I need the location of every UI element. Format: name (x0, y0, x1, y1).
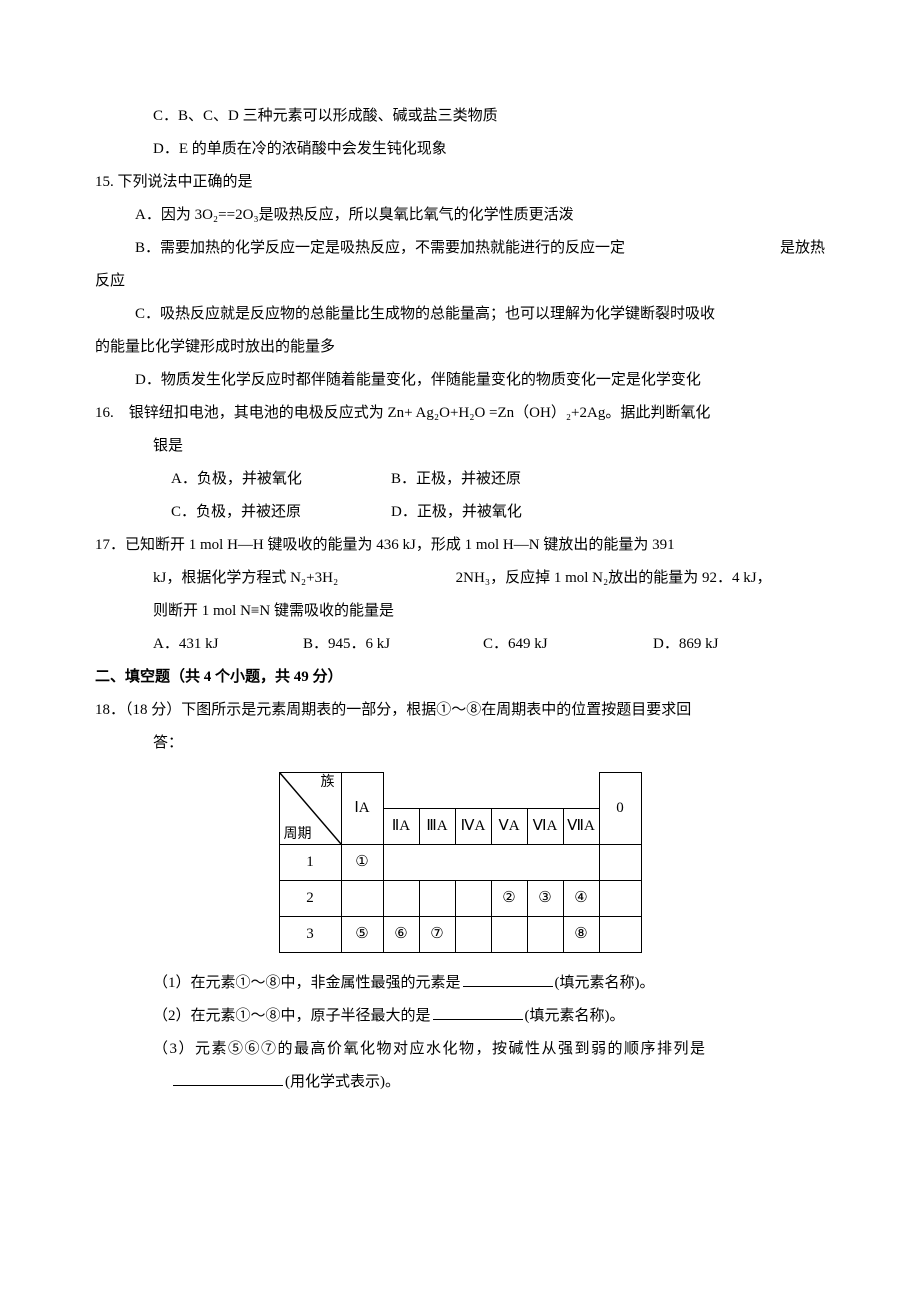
q15-option-b-part1: B．需要加热的化学反应一定是吸热反应，不需要加热就能进行的反应一定 (135, 232, 625, 265)
periodic-table: 族 周期 ⅠA 0 ⅡA ⅢA ⅣA ⅤA ⅥA ⅦA 1 ① 2 (279, 772, 642, 953)
cell-2-0 (599, 881, 641, 917)
cell-1-0 (599, 845, 641, 881)
q15-option-d: D．物质发生化学反应时都伴随着能量变化，伴随能量变化的物质变化一定是化学变化 (95, 364, 825, 397)
cell-3-VA (491, 917, 527, 953)
cell-2-VA: ② (491, 881, 527, 917)
spacer-top (383, 773, 599, 809)
group-VIA: ⅥA (527, 809, 563, 845)
table-row: 2 ② ③ ④ (279, 881, 641, 917)
q18-sub2: （2）在元素①～⑧中，原子半径最大的是 (填元素名称)。 (95, 1000, 825, 1033)
q15-option-b-row: B．需要加热的化学反应一定是吸热反应，不需要加热就能进行的反应一定 是放热 (95, 232, 825, 265)
group-IVA: ⅣA (455, 809, 491, 845)
cell-2-IA (341, 881, 383, 917)
cell-2-VIA: ③ (527, 881, 563, 917)
cell-2-VIIA: ④ (563, 881, 599, 917)
q16-option-d: D．正极，并被氧化 (391, 496, 522, 529)
q18-sub3-l2: (用化学式表示)。 (95, 1066, 825, 1099)
q18-sub1-tail: (填元素名称)。 (555, 975, 655, 991)
cell-2-IIIA (419, 881, 455, 917)
cell-2-IVA (455, 881, 491, 917)
table-row: 1 ① (279, 845, 641, 881)
q18-sub3-l1: （3）元素⑤⑥⑦的最高价氧化物对应水化物，按碱性从强到弱的顺序排列是 (95, 1033, 825, 1066)
q17-option-a: A．431 kJ (153, 628, 303, 661)
q16-option-a: A．负极，并被氧化 (171, 463, 391, 496)
cell-2-IIA (383, 881, 419, 917)
q16-stem-l2: 银是 (95, 430, 825, 463)
q15-option-b-line2: 反应 (95, 265, 825, 298)
cell-1-IA: ① (341, 845, 383, 881)
periodic-table-fragment: 族 周期 ⅠA 0 ⅡA ⅢA ⅣA ⅤA ⅥA ⅦA 1 ① 2 (95, 772, 825, 953)
q15-option-b-part2: 是放热 (780, 232, 825, 265)
table-row: 3 ⑤ ⑥ ⑦ ⑧ (279, 917, 641, 953)
q17-option-c: C．649 kJ (483, 628, 653, 661)
q18-sub1-text: （1）在元素①～⑧中，非金属性最强的元素是 (153, 975, 461, 991)
cell-3-IVA (455, 917, 491, 953)
group-VIIA: ⅦA (563, 809, 599, 845)
q15-option-c-line1: C．吸热反应就是反应物的总能量比生成物的总能量高；也可以理解为化学键断裂时吸收 (95, 298, 825, 331)
q18-sub2-tail: (填元素名称)。 (525, 1008, 625, 1024)
group-IIA: ⅡA (383, 809, 419, 845)
q16-options-row1: A．负极，并被氧化 B．正极，并被还原 (95, 463, 825, 496)
group-VA: ⅤA (491, 809, 527, 845)
q15-stem: 15. 下列说法中正确的是 (95, 166, 825, 199)
group-IA: ⅠA (341, 773, 383, 845)
q14-option-c: C．B、C、D 三种元素可以形成酸、碱或盐三类物质 (95, 100, 825, 133)
q15-option-c-line2: 的能量比化学键形成时放出的能量多 (95, 331, 825, 364)
section2-header: 二、填空题（共 4 个小题，共 49 分） (95, 661, 825, 694)
q18-sub1: （1）在元素①～⑧中，非金属性最强的元素是 (填元素名称)。 (95, 967, 825, 1000)
corner-top-label: 族 (321, 775, 335, 790)
q16-options-row2: C．负极，并被还原 D．正极，并被氧化 (95, 496, 825, 529)
q18-sub2-text: （2）在元素①～⑧中，原子半径最大的是 (153, 1008, 431, 1024)
cell-3-VIIA: ⑧ (563, 917, 599, 953)
q17-l3: 则断开 1 mol N≡N 键需吸收的能量是 (95, 595, 825, 628)
q17-options: A．431 kJ B．945．6 kJ C．649 kJ D．869 kJ (95, 628, 825, 661)
q17-l2: kJ，根据化学方程式 N₂+3H₂ 2NH₃，反应掉 1 mol N₂放出的能量… (95, 562, 825, 595)
q17-l2-b: 2NH₃，反应掉 1 mol N₂放出的能量为 92．4 kJ， (456, 570, 772, 586)
q16-stem-l1: 16. 银锌纽扣电池，其电池的电极反应式为 Zn+ Ag₂O+H₂O =Zn（O… (95, 397, 825, 430)
q17-option-b: B．945．6 kJ (303, 628, 483, 661)
blank-input[interactable] (463, 972, 553, 987)
period-1-label: 1 (279, 845, 341, 881)
period-3-label: 3 (279, 917, 341, 953)
q17-l1: 17．已知断开 1 mol H—H 键吸收的能量为 436 kJ，形成 1 mo… (95, 529, 825, 562)
cell-3-IA: ⑤ (341, 917, 383, 953)
blank-input[interactable] (433, 1005, 523, 1020)
group-0: 0 (599, 773, 641, 845)
cell-3-IIA: ⑥ (383, 917, 419, 953)
q14-option-d: D．E 的单质在冷的浓硝酸中会发生钝化现象 (95, 133, 825, 166)
q16-option-b: B．正极，并被还原 (391, 463, 521, 496)
period-2-label: 2 (279, 881, 341, 917)
blank-input[interactable] (173, 1071, 283, 1086)
q17-option-d: D．869 kJ (653, 628, 718, 661)
q16-option-c: C．负极，并被还原 (171, 496, 391, 529)
q18-stem-l1: 18．（18 分）下图所示是元素周期表的一部分，根据①～⑧在周期表中的位置按题目… (95, 694, 825, 727)
q17-l2-a: kJ，根据化学方程式 N₂+3H₂ (153, 570, 338, 586)
corner-bottom-label: 周期 (284, 827, 312, 842)
cell-1-mid (383, 845, 599, 881)
group-IIIA: ⅢA (419, 809, 455, 845)
q18-stem-l2: 答： (95, 727, 825, 760)
cell-3-IIIA: ⑦ (419, 917, 455, 953)
corner-cell: 族 周期 (279, 773, 341, 845)
cell-3-0 (599, 917, 641, 953)
q18-sub3-tail: (用化学式表示)。 (285, 1074, 400, 1090)
q15-option-a: A．因为 3O₂==2O₃是吸热反应，所以臭氧比氧气的化学性质更活泼 (95, 199, 825, 232)
cell-3-VIA (527, 917, 563, 953)
